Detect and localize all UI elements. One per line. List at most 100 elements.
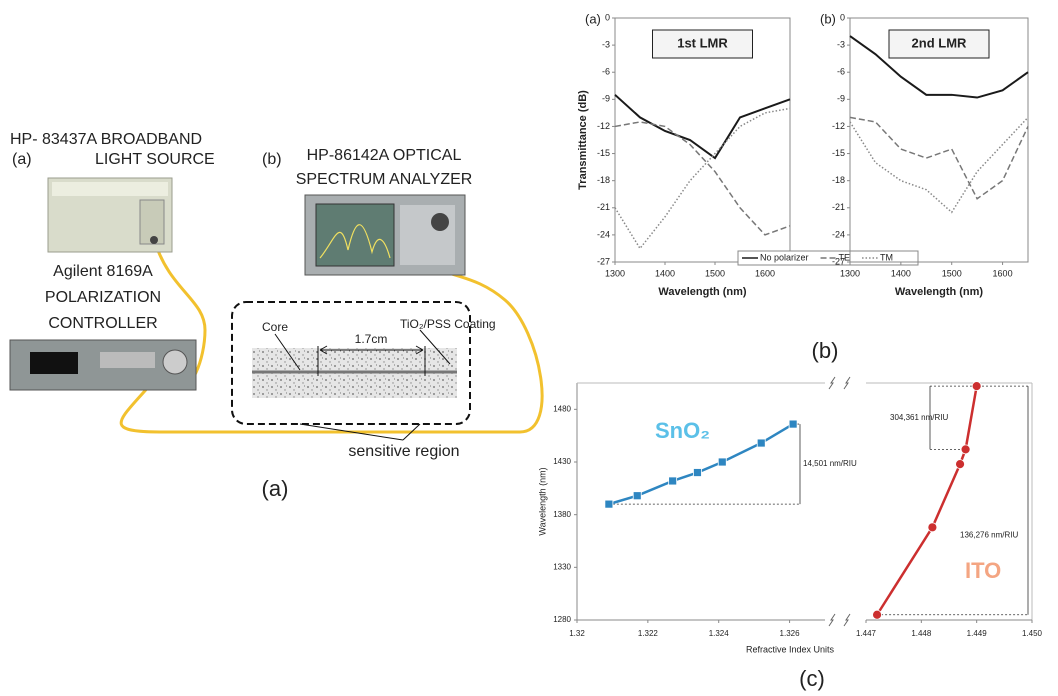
axis-break [828,376,836,390]
point [756,438,766,448]
panel-label: (a) [585,11,601,26]
y-tick-label: -9 [837,94,845,104]
series-label: ITO [965,558,1001,583]
y-tick-label: 1280 [553,615,571,624]
guide-line [929,386,1029,615]
point [872,609,882,620]
x-tick-label: 1.447 [856,629,877,638]
annotation: 136,276 nm/RIU [960,531,1018,540]
label: CONTROLLER [48,315,157,332]
plot-frame [614,17,791,263]
axis-break [828,613,836,627]
fiber [119,257,544,434]
series-line [849,35,1029,99]
series-line [614,121,791,236]
y-tick-label: 1330 [553,562,571,571]
setup-diagram: HP- 83437A BROADBAND (a) LIGHT SOURCE Ag… [9,131,544,501]
label: POLARIZATION [45,289,161,306]
label: HP- 83437A BROADBAND [10,131,202,148]
y-tick-label: 1480 [553,404,571,413]
x-tick-label: 1400 [891,268,911,278]
y-tick-label: -3 [602,39,610,49]
chart-title: 2nd LMR [912,35,967,50]
x-tick-label: 1.449 [967,629,988,638]
y-tick-label: -6 [837,67,845,77]
point [955,459,965,470]
legend-label: No polarizer [760,252,809,262]
x-tick-label: 1.32 [569,629,585,638]
series-line [849,116,1029,214]
pointer [274,329,451,371]
label: 1.7cm [355,332,388,346]
point [604,499,614,509]
point [693,468,702,477]
x-tick-label: 1.448 [911,629,932,638]
screen-trace [319,224,391,259]
annotation: 304,361 nm/RIU [890,413,948,422]
y-tick-label: -27 [832,256,845,266]
device-keys [400,205,455,265]
x-tick-label: 1300 [840,268,860,278]
y-tick-label: 1430 [553,457,571,466]
x-tick-label: 1.326 [780,629,801,638]
caption: (b) [812,338,839,363]
zoom-lines [299,423,421,441]
panel-label: (a) [12,151,32,168]
device-top [52,182,168,196]
device-knob [162,349,188,375]
axis-break [843,376,851,390]
annotation: 14,501 nm/RIU [803,459,857,468]
series-line [614,107,791,250]
label: Core [262,320,288,334]
title-box [652,29,753,59]
label: SPECTRUM ANALYZER [296,171,473,188]
plot-frame [849,17,1029,263]
x-tick-label: 1500 [942,268,962,278]
y-tick-label: -12 [832,121,845,131]
x-tick-label: 1400 [655,268,675,278]
caption: (a) [262,476,289,501]
y-tick-label: -18 [597,175,610,185]
y-tick-label: -15 [597,148,610,158]
x-tick-label: 1.324 [709,629,730,638]
zoom-box [231,301,471,425]
y-tick-label: -9 [602,94,610,104]
series-line [849,116,1029,200]
y-tick-label: 0 [840,12,845,22]
device-screen [30,352,78,374]
dimension-arrow [319,345,424,355]
point [788,419,798,429]
y-tick-label: -24 [832,229,845,239]
connector [150,236,158,244]
y-tick-label: -21 [832,202,845,212]
axis-break [843,613,851,627]
label: sensitive region [348,443,459,460]
point [971,381,982,392]
caption: (c) [799,666,825,691]
y-axis-label: Wavelength (nm) [537,467,547,535]
point [717,457,727,467]
x-tick-label: 1300 [605,268,625,278]
x-tick-label: 1.322 [638,629,659,638]
x-tick-label: 1500 [705,268,725,278]
y-tick-label: -18 [832,175,845,185]
series-label: SnO₂ [655,418,710,443]
y-tick-label: -15 [832,148,845,158]
y-tick-label: -21 [597,202,610,212]
y-tick-label: 1380 [553,510,571,519]
panel-label: (b) [262,151,282,168]
point [927,522,938,533]
device-keys [100,352,155,368]
label: TiO₂/PSS Coating [400,317,496,331]
series-line [614,94,791,160]
label: HP-86142A OPTICAL [307,147,462,164]
title-box [888,29,990,59]
y-tick-label: -24 [597,229,610,239]
device-screen [315,203,395,267]
y-tick-label: 0 [605,12,610,22]
label: Agilent 8169A [53,263,153,280]
point [668,476,678,486]
x-tick-label: 1600 [993,268,1013,278]
chart-title: 1st LMR [677,35,728,50]
